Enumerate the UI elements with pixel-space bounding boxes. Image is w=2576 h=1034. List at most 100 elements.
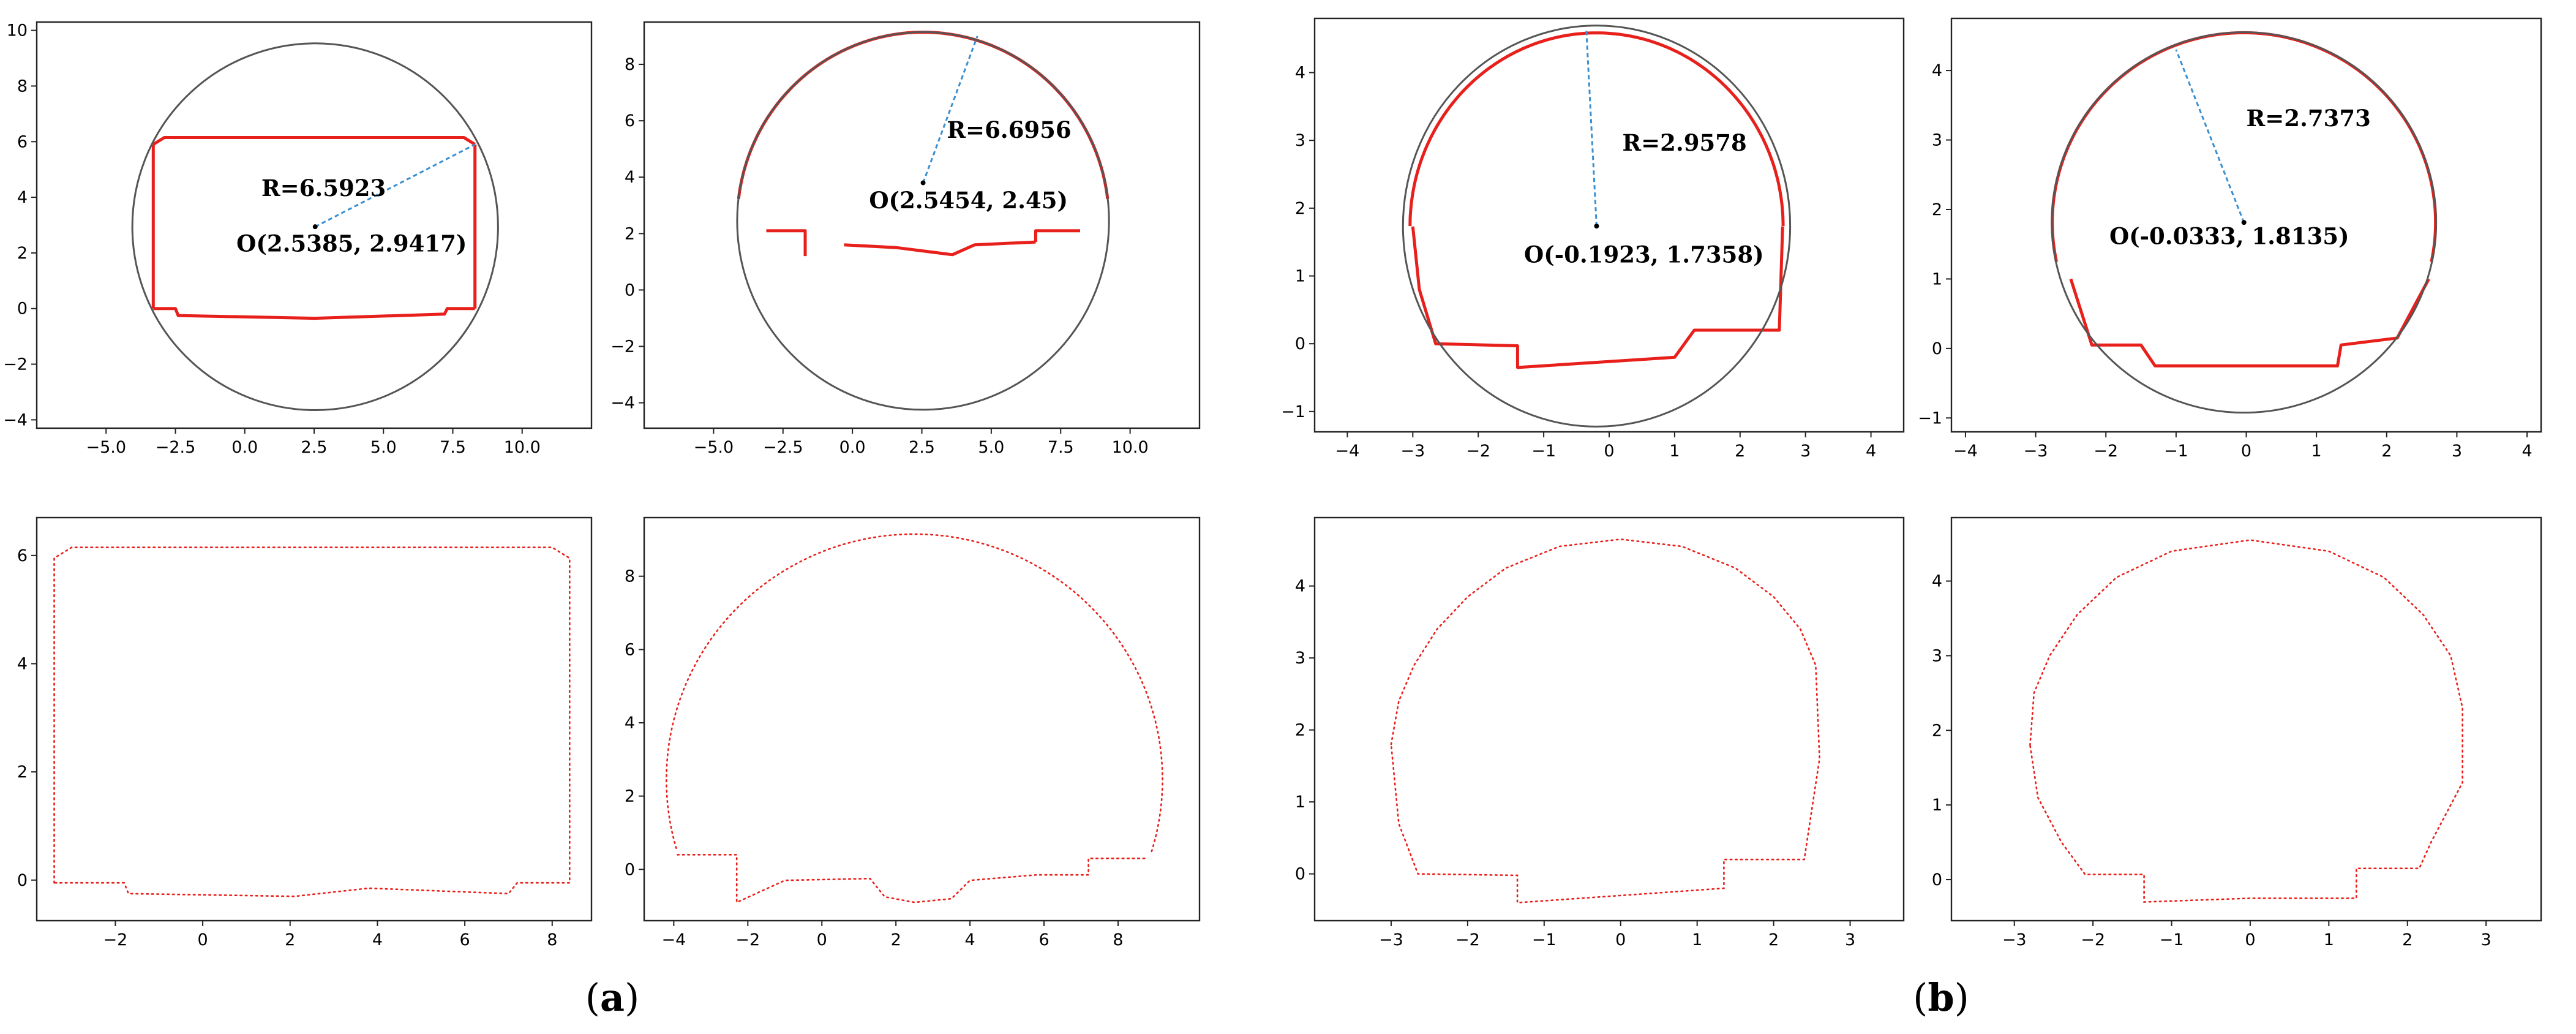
x-tick-label: 3 [2452, 442, 2462, 461]
caption-b: (b) [1913, 975, 1969, 1020]
y-tick-label: 3 [1295, 131, 1305, 150]
panel-b-top-left: −2 0 2 4 6 8 0 2 4 6 [17, 516, 593, 949]
x-tick-label: 0 [2245, 930, 2255, 949]
y-tick-label: 1 [1932, 796, 1942, 815]
x-tick-label: −3 [2024, 442, 2048, 461]
y-tick-label: 0 [17, 300, 28, 319]
annotation-0: R=6.5923 [261, 175, 386, 202]
center-point [2241, 220, 2247, 225]
fitted-circle [1402, 25, 1792, 428]
plot-area [666, 533, 1163, 904]
y-tick-label: 2 [1932, 200, 1942, 219]
y-tick-label: 4 [1295, 577, 1305, 596]
y-tick-label: 3 [1932, 646, 1942, 665]
x-tick-label: 2 [2402, 930, 2413, 949]
x-tick-label: 10.0 [504, 438, 541, 457]
x-tick-label: −1 [1531, 442, 1556, 461]
y-tick-label: 4 [1932, 572, 1942, 591]
fitted-circle [131, 42, 499, 412]
series-0 [152, 136, 476, 146]
x-tick-label: 1 [2311, 442, 2322, 461]
series-0 [737, 31, 1110, 200]
x-tick-label: 0.0 [231, 438, 258, 457]
x-tick-label: −4 [1953, 442, 1978, 461]
y-tick-label: 6 [625, 640, 635, 659]
x-tick-label: 2.5 [301, 438, 328, 457]
plot-area [1390, 538, 1820, 904]
y-tick-label: 0 [625, 860, 635, 879]
x-tick-label: −3 [1379, 930, 1403, 949]
x-tick-label: −5.0 [694, 438, 734, 457]
x-tick-label: −1 [2164, 442, 2188, 461]
y-tick-label: −2 [3, 355, 28, 374]
x-tick-label: 5.0 [370, 438, 397, 457]
y-tick-label: 4 [1932, 61, 1942, 80]
x-tick-label: 8 [1113, 930, 1123, 949]
x-tick-label: 1 [1692, 930, 1702, 949]
y-tick-label: 2 [1295, 199, 1305, 218]
y-tick-label: 0 [625, 281, 635, 300]
x-tick-label: 0 [817, 930, 827, 949]
plot-area: R=6.6956 O(2.5454, 2.45) [736, 31, 1110, 411]
radius-line [922, 36, 978, 183]
y-tick-label: 1 [1295, 266, 1305, 285]
x-tick-label: −4 [661, 930, 686, 949]
y-tick-label: 4 [1295, 64, 1305, 83]
annotation-1: O(-0.0333, 1.8135) [2109, 223, 2349, 250]
center-point [312, 224, 318, 230]
x-tick-label: −2 [1455, 930, 1480, 949]
x-tick-label: −2 [1466, 442, 1490, 461]
x-tick-label: 2.5 [909, 438, 935, 457]
x-tick-label: 0 [1615, 930, 1626, 949]
plot-frame [36, 516, 593, 922]
x-tick-label: −2 [103, 930, 128, 949]
y-tick-label: 3 [1295, 649, 1305, 668]
plot-area: R=2.7373 O(-0.0333, 1.8135) [2051, 31, 2438, 414]
x-tick-label: 6 [460, 930, 470, 949]
series-1 [677, 854, 1149, 904]
x-tick-label: 4 [1866, 442, 1876, 461]
x-tick-label: 5.0 [978, 438, 1004, 457]
x-tick-label: −2 [2093, 442, 2118, 461]
panel-a-top-left: R=6.5923 O(2.5385, 2.9417) −5.0 −2.5 0.0 2.5 5… [3, 21, 593, 457]
x-tick-label: 4 [965, 930, 975, 949]
x-tick-label: −2.5 [763, 438, 803, 457]
x-tick-label: −2 [2081, 930, 2105, 949]
panel-b-bottom-left: −3 −2 −1 0 1 2 3 0 1 2 3 4 [1295, 516, 1905, 949]
y-tick-label: 8 [17, 77, 28, 96]
series-1 [2069, 278, 2430, 368]
x-tick-label: −2.5 [156, 438, 196, 457]
y-tick-label: 6 [625, 111, 635, 130]
y-tick-label: 4 [17, 188, 28, 207]
x-tick-label: 6 [1038, 930, 1049, 949]
series-0 [1408, 31, 1785, 227]
series-1 [766, 229, 807, 257]
series-0 [666, 533, 1163, 853]
y-tick-label: 2 [625, 787, 635, 806]
annotation-0: R=2.7373 [2247, 105, 2371, 132]
plot-area [2029, 539, 2463, 903]
y-tick-label: 2 [1932, 721, 1942, 740]
y-tick-label: −4 [610, 394, 635, 413]
series-1 [1411, 226, 1784, 369]
x-tick-label: −5.0 [86, 438, 126, 457]
y-tick-label: 0 [1295, 865, 1305, 884]
y-tick-label: 8 [625, 567, 635, 586]
annotation-1: O(2.5454, 2.45) [869, 187, 1068, 214]
plot-area [53, 546, 571, 897]
x-tick-label: −2 [735, 930, 760, 949]
plot-frame [1313, 516, 1905, 922]
x-tick-label: 8 [547, 930, 557, 949]
y-tick-label: 0 [1295, 334, 1305, 353]
x-tick-label: 2 [2381, 442, 2392, 461]
annotation-1: O(-0.1923, 1.7358) [1524, 241, 1764, 268]
x-tick-label: 4 [372, 930, 383, 949]
y-tick-label: −1 [1281, 402, 1305, 421]
series-0 [1390, 538, 1820, 904]
x-tick-label: 3 [1800, 442, 1811, 461]
x-tick-label: 1 [1669, 442, 1680, 461]
x-tick-label: −1 [2160, 930, 2184, 949]
x-tick-label: 2 [1768, 930, 1779, 949]
y-tick-label: 0 [1932, 339, 1942, 358]
y-tick-label: 6 [17, 546, 28, 565]
